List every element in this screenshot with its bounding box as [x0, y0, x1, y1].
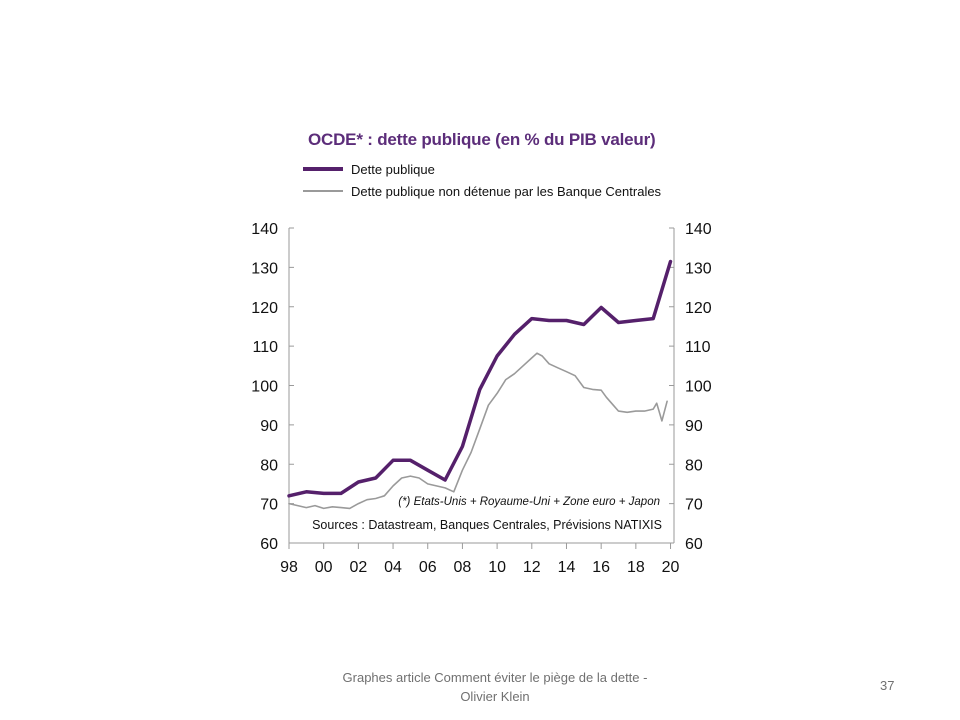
x-tick-label: 08 [454, 559, 472, 576]
legend-item-non-detenue: Dette publique non détenue par les Banqu… [303, 180, 661, 202]
series-line-non-detenue [288, 352, 668, 510]
legend-label-non-detenue: Dette publique non détenue par les Banqu… [351, 183, 662, 199]
y-tick-label-right: 140 [685, 221, 712, 238]
y-tick-label-left: 110 [252, 339, 278, 356]
y-tick-label-right: 90 [685, 418, 703, 435]
y-tick-label-right: 60 [685, 536, 703, 553]
legend-item-dette-publique: Dette publique [303, 158, 661, 180]
x-tick-label: 12 [523, 559, 541, 576]
x-tick-label: 16 [592, 559, 610, 576]
y-tick-label-right: 70 [685, 497, 703, 514]
chart-annotation-footnote: (*) Etats-Unis + Royaume-Uni + Zone euro… [398, 496, 660, 508]
series-line-dette-publique [287, 259, 673, 498]
x-tick-label: 20 [662, 559, 680, 576]
x-tick-label: 10 [488, 559, 506, 576]
legend-swatch-dette-publique [303, 167, 343, 171]
chart-legend: Dette publique Dette publique non détenu… [303, 158, 661, 202]
x-tick-label: 04 [384, 559, 402, 576]
page-number: 37 [880, 678, 895, 693]
x-tick-label: 18 [627, 559, 645, 576]
y-tick-label-left: 130 [251, 260, 278, 277]
y-tick-label-right: 120 [685, 300, 712, 317]
y-tick-label-left: 90 [260, 418, 278, 435]
y-tick-label-left: 80 [260, 457, 278, 474]
legend-swatch-non-detenue [303, 190, 343, 192]
chart-title: OCDE* : dette publique (en % du PIB vale… [308, 130, 656, 149]
y-tick-label-left: 120 [251, 300, 278, 317]
chart-annotation-sources: Sources : Datastream, Banques Centrales,… [312, 518, 662, 532]
y-tick-label-right: 130 [685, 260, 712, 277]
chart-annotations: (*) Etats-Unis + Royaume-Uni + Zone euro… [312, 496, 662, 532]
x-tick-label: 14 [558, 559, 576, 576]
y-tick-label-right: 110 [685, 339, 711, 356]
chart-series [287, 259, 673, 510]
y-tick-label-left: 70 [260, 497, 278, 514]
x-tick-label: 98 [280, 559, 298, 576]
x-tick-label: 00 [315, 559, 333, 576]
x-tick-label: 02 [349, 559, 367, 576]
y-tick-label-left: 140 [251, 221, 278, 238]
y-tick-label-right: 100 [685, 379, 712, 396]
x-tick-label: 06 [419, 559, 437, 576]
legend-label-dette-publique: Dette publique [351, 161, 435, 177]
chart-axes: 60 60 70 70 80 80 90 90 100 100 110 110 120 120 130 130… [251, 221, 712, 576]
y-tick-label-left: 60 [260, 536, 278, 553]
y-tick-label-left: 100 [251, 379, 278, 396]
y-tick-label-right: 80 [685, 457, 703, 474]
footer-caption: Graphes article Comment éviter le piège … [342, 670, 648, 704]
